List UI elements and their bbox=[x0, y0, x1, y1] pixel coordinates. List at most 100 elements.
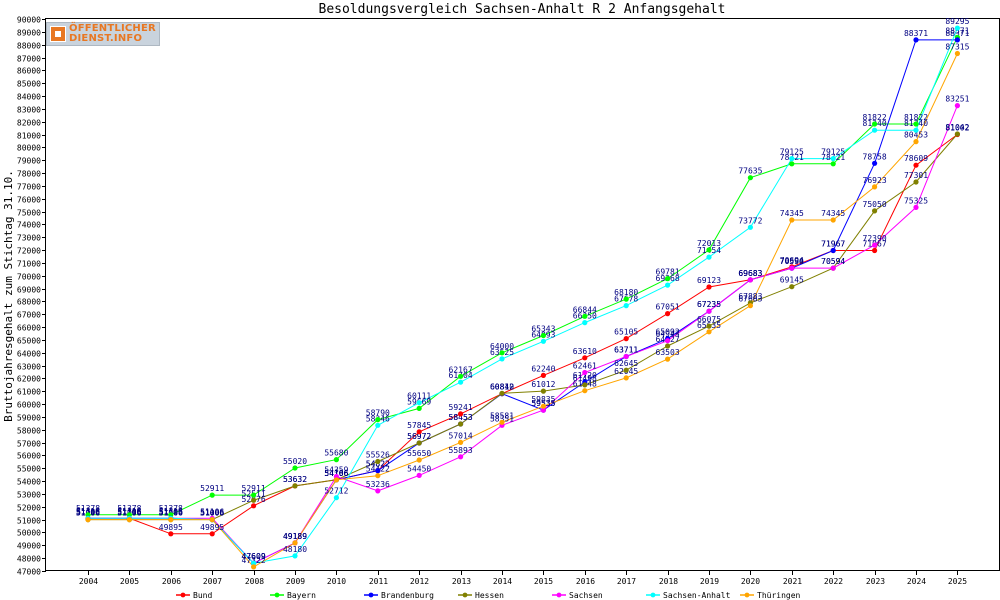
data-label: 53236 bbox=[366, 480, 390, 489]
data-label: 67663 bbox=[738, 295, 762, 304]
x-tick-label: 2013 bbox=[452, 577, 471, 586]
y-tick-label: 52000 bbox=[17, 504, 41, 513]
y-tick-label: 71000 bbox=[17, 260, 41, 269]
data-point-sachsen bbox=[913, 204, 919, 210]
data-label: 54450 bbox=[407, 464, 431, 473]
data-label: 47322 bbox=[242, 556, 266, 565]
data-point-bayern bbox=[458, 373, 464, 379]
data-label: 58351 bbox=[490, 414, 514, 423]
data-point-bayern bbox=[830, 161, 836, 167]
data-point-th-ringen bbox=[706, 329, 712, 335]
data-label: 54359 bbox=[324, 466, 348, 475]
data-point-bund bbox=[458, 411, 464, 417]
data-point-hessen bbox=[954, 131, 961, 137]
data-point-bayern bbox=[251, 492, 257, 498]
data-label: 51106 bbox=[159, 507, 183, 516]
data-point-sachsen bbox=[623, 353, 629, 360]
data-label: 64000 bbox=[490, 342, 514, 351]
data-label: 69683 bbox=[738, 269, 762, 278]
data-label: 49189 bbox=[283, 532, 307, 541]
x-tick-label: 2007 bbox=[203, 577, 222, 586]
data-label: 47609 bbox=[242, 552, 266, 561]
data-label: 71967 bbox=[821, 240, 845, 249]
data-label: 56972 bbox=[407, 432, 431, 441]
data-label: 80453 bbox=[904, 131, 928, 140]
legend-label: Sachsen bbox=[569, 591, 603, 600]
x-tick-label: 2022 bbox=[824, 577, 843, 586]
data-label: 54106 bbox=[324, 469, 348, 478]
data-point-brandenburg bbox=[954, 37, 961, 43]
data-label: 75050 bbox=[863, 200, 887, 209]
data-label: 54106 bbox=[324, 469, 348, 478]
data-point-brandenburg bbox=[872, 160, 878, 166]
data-point-brandenburg bbox=[913, 37, 919, 43]
y-tick-label: 48000 bbox=[17, 555, 41, 564]
y-tick-label: 51000 bbox=[17, 517, 41, 526]
data-point-sachsen-anhalt bbox=[292, 553, 298, 559]
data-label: 66075 bbox=[697, 315, 721, 324]
data-point-th-ringen bbox=[540, 403, 547, 409]
data-point-hessen bbox=[416, 440, 422, 446]
x-tick-label: 2018 bbox=[659, 577, 678, 586]
x-tick-label: 2020 bbox=[741, 577, 760, 586]
data-point-hessen bbox=[706, 323, 712, 329]
x-tick-label: 2011 bbox=[369, 577, 388, 586]
data-point-bayern bbox=[582, 313, 588, 319]
data-label: 55020 bbox=[283, 457, 307, 466]
data-label: 51106 bbox=[76, 507, 100, 516]
y-tick-label: 68000 bbox=[17, 298, 41, 307]
data-label: 71967 bbox=[821, 240, 845, 249]
y-axis-ticks: 47000 48000 49000 50000 51000 52000 53000 54000… bbox=[17, 16, 46, 577]
x-axis-ticks: 2004 2005 2006 2007 2008 2009 2010 2011 2012 2013… bbox=[79, 571, 967, 586]
data-label: 59535 bbox=[531, 399, 555, 408]
data-point-hessen bbox=[251, 497, 257, 503]
data-point-sachsen-anhalt bbox=[458, 379, 464, 385]
data-point-bayern bbox=[375, 417, 381, 423]
data-label: 81822 bbox=[904, 113, 928, 122]
y-tick-label: 58000 bbox=[17, 427, 41, 436]
y-tick-label: 72000 bbox=[17, 247, 41, 256]
data-label: 54822 bbox=[366, 460, 390, 469]
x-tick-label: 2025 bbox=[948, 577, 967, 586]
data-label: 54106 bbox=[324, 469, 348, 478]
y-tick-label: 59000 bbox=[17, 414, 41, 423]
data-point-th-ringen bbox=[747, 303, 754, 309]
data-point-bayern bbox=[499, 350, 505, 356]
y-tick-label: 67000 bbox=[17, 311, 41, 320]
y-tick-label: 56000 bbox=[17, 452, 41, 461]
x-tick-label: 2019 bbox=[700, 577, 719, 586]
data-label: 51006 bbox=[200, 509, 224, 518]
site-logo: ÖFFENTLICHER DIENST.INFO bbox=[46, 22, 160, 46]
y-tick-label: 89000 bbox=[17, 29, 41, 38]
data-point-sachsen bbox=[747, 277, 754, 283]
data-point-sachsen-anhalt bbox=[747, 224, 754, 230]
legend-item-sachsen-anhalt: Sachsen-Anhalt bbox=[646, 591, 731, 600]
legend-swatch-marker bbox=[556, 592, 562, 598]
data-labels: 5110651106498954989552076536325410654822… bbox=[76, 17, 970, 565]
data-label: 51006 bbox=[200, 509, 224, 518]
data-point-th-ringen bbox=[333, 477, 339, 483]
data-label: 58453 bbox=[449, 413, 473, 422]
data-point-bayern bbox=[292, 465, 298, 471]
data-point-sachsen bbox=[540, 407, 547, 413]
data-label: 63711 bbox=[614, 346, 638, 355]
data-point-hessen bbox=[623, 367, 629, 373]
y-tick-label: 55000 bbox=[17, 465, 41, 474]
data-point-bayern bbox=[872, 121, 878, 127]
y-tick-label: 69000 bbox=[17, 286, 41, 295]
data-point-bund bbox=[168, 531, 174, 537]
legend-item-hessen: Hessen bbox=[458, 591, 504, 600]
data-point-th-ringen bbox=[416, 457, 422, 463]
data-point-sachsen bbox=[706, 308, 712, 314]
data-point-hessen bbox=[665, 343, 671, 349]
data-label: 69683 bbox=[738, 269, 762, 278]
x-tick-label: 2017 bbox=[617, 577, 636, 586]
data-label: 69781 bbox=[656, 268, 680, 277]
data-label: 79125 bbox=[821, 148, 845, 157]
data-point-bayern bbox=[747, 175, 754, 181]
data-label: 55680 bbox=[324, 449, 348, 458]
data-point-th-ringen bbox=[954, 50, 961, 57]
data-label: 61012 bbox=[531, 380, 555, 389]
series-line-bund bbox=[88, 134, 958, 535]
data-label: 74345 bbox=[821, 209, 845, 218]
